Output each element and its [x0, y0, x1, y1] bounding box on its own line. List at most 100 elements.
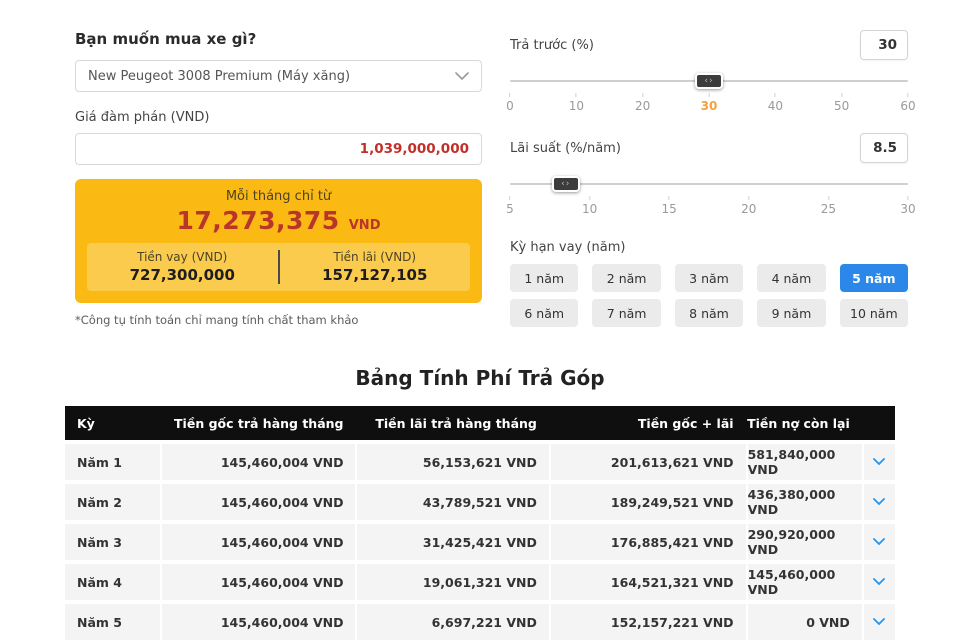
- row-interest: 56,153,621 VND: [355, 444, 548, 480]
- row-principal: 145,460,004 VND: [159, 564, 356, 600]
- row-remaining: 145,460,000 VND: [745, 564, 862, 600]
- scale-tick: 20: [635, 93, 650, 113]
- interest-rate-scale: 5 10 15 20 25 30: [506, 196, 915, 216]
- loan-term-label: Kỳ hạn vay (năm): [510, 240, 626, 255]
- scale-tick-active: 30: [701, 93, 718, 113]
- loan-amount-value: 727,300,000: [129, 266, 235, 284]
- row-total: 164,521,321 VND: [548, 564, 746, 600]
- row-remaining: 0 VND: [745, 604, 862, 640]
- slider-grip-icon: ‹›: [561, 178, 571, 189]
- table-row: Năm 5 145,460,004 VND 6,697,221 VND 152,…: [65, 604, 895, 640]
- row-principal: 145,460,004 VND: [159, 444, 356, 480]
- row-interest: 19,061,321 VND: [355, 564, 548, 600]
- down-payment-slider-handle[interactable]: ‹›: [695, 73, 723, 89]
- price-input[interactable]: [75, 133, 482, 165]
- table-row: Năm 4 145,460,004 VND 19,061,321 VND 164…: [65, 564, 895, 600]
- term-button-9nam[interactable]: 9 năm: [757, 299, 826, 327]
- table-row: Năm 1 145,460,004 VND 56,153,621 VND 201…: [65, 444, 895, 480]
- loan-term-row-1: 1 năm 2 năm 3 năm 4 năm 5 năm: [510, 264, 909, 292]
- header-principal: Tiền gốc trả hàng tháng: [174, 415, 344, 431]
- row-period: Năm 1: [77, 454, 122, 470]
- interest-rate-label: Lãi suất (%/năm): [510, 140, 621, 156]
- row-principal: 145,460,004 VND: [159, 524, 356, 560]
- scale-tick: 10: [569, 93, 584, 113]
- scale-tick: 10: [582, 196, 597, 216]
- row-principal: 145,460,004 VND: [159, 484, 356, 520]
- scale-tick: 50: [834, 93, 849, 113]
- amortization-table-title: Bảng Tính Phí Trả Góp: [355, 366, 605, 390]
- header-spacer: [862, 406, 895, 440]
- down-payment-scale: 0 10 20 30 40 50 60: [506, 93, 915, 113]
- interest-rate-slider[interactable]: ‹›: [510, 176, 908, 192]
- table-row: Năm 2 145,460,004 VND 43,789,521 VND 189…: [65, 484, 895, 520]
- row-total: 201,613,621 VND: [548, 444, 746, 480]
- row-remaining: 581,840,000 VND: [745, 444, 862, 480]
- monthly-caption: Mỗi tháng chỉ từ: [225, 189, 332, 204]
- row-total: 189,249,521 VND: [548, 484, 746, 520]
- expand-row-icon[interactable]: [861, 604, 895, 640]
- loan-amount-cell: Tiền vay (VND) 727,300,000: [87, 250, 278, 284]
- row-total: 176,885,421 VND: [548, 524, 746, 560]
- loan-options-panel: Trả trước (%) ‹› 0 10 20 30 40 50 60 Lãi…: [506, 30, 916, 334]
- row-period: Năm 5: [77, 614, 122, 630]
- loan-interest-strip: Tiền vay (VND) 727,300,000 Tiền lãi (VND…: [87, 243, 470, 291]
- term-button-1nam[interactable]: 1 năm: [510, 264, 579, 292]
- row-period: Năm 4: [77, 574, 122, 590]
- vehicle-question-heading: Bạn muốn mua xe gì?: [75, 30, 257, 48]
- header-remaining: Tiền nợ còn lại: [747, 415, 850, 431]
- header-total: Tiền gốc + lãi: [637, 415, 734, 431]
- table-row: Năm 3 145,460,004 VND 31,425,421 VND 176…: [65, 524, 895, 560]
- header-interest: Tiền lãi trả hàng tháng: [375, 415, 537, 431]
- scale-tick: 30: [900, 196, 915, 216]
- expand-row-icon[interactable]: [861, 484, 895, 520]
- scale-tick: 5: [506, 196, 514, 216]
- interest-rate-slider-handle[interactable]: ‹›: [551, 176, 580, 192]
- row-period: Năm 2: [77, 494, 122, 510]
- table-header-row: Kỳ Tiền gốc trả hàng tháng Tiền lãi trả …: [65, 406, 895, 440]
- expand-row-icon[interactable]: [861, 564, 895, 600]
- chevron-down-icon: [455, 71, 469, 81]
- row-period: Năm 3: [77, 534, 122, 550]
- term-button-3nam[interactable]: 3 năm: [674, 264, 744, 292]
- row-interest: 31,425,421 VND: [355, 524, 548, 560]
- scale-tick: 40: [768, 93, 783, 113]
- vehicle-select[interactable]: New Peugeot 3008 Premium (Máy xăng): [75, 60, 482, 92]
- scale-tick: 20: [741, 196, 756, 216]
- loan-calculator: Bạn muốn mua xe gì? New Peugeot 3008 Pre…: [0, 0, 960, 334]
- monthly-amount: 17,273,375 VND: [87, 206, 470, 235]
- slider-grip-icon: ‹›: [704, 75, 714, 86]
- vehicle-panel: Bạn muốn mua xe gì? New Peugeot 3008 Pre…: [75, 30, 482, 334]
- down-payment-label: Trả trước (%): [510, 37, 594, 53]
- interest-rate-slider-track[interactable]: [510, 183, 908, 185]
- loan-term-row-2: 6 năm 7 năm 8 năm 9 năm 10 năm: [510, 299, 909, 327]
- expand-row-icon[interactable]: [861, 524, 895, 560]
- term-button-10nam[interactable]: 10 năm: [839, 299, 909, 327]
- down-payment-slider[interactable]: ‹›: [510, 73, 908, 89]
- term-button-7nam[interactable]: 7 năm: [592, 299, 661, 327]
- row-principal: 145,460,004 VND: [159, 604, 356, 640]
- row-interest: 6,697,221 VND: [355, 604, 548, 640]
- interest-amount-value: 157,127,105: [322, 266, 428, 284]
- term-button-8nam[interactable]: 8 năm: [674, 299, 744, 327]
- row-total: 152,157,221 VND: [548, 604, 746, 640]
- term-button-5nam-selected[interactable]: 5 năm: [839, 264, 909, 292]
- monthly-summary-box: Mỗi tháng chỉ từ 17,273,375 VND Tiền vay…: [75, 179, 482, 303]
- expand-row-icon[interactable]: [861, 444, 895, 480]
- down-payment-input[interactable]: [860, 30, 908, 60]
- term-button-2nam[interactable]: 2 năm: [592, 264, 661, 292]
- term-button-4nam[interactable]: 4 năm: [757, 264, 826, 292]
- interest-rate-input[interactable]: [860, 133, 908, 163]
- monthly-amount-value: 17,273,375: [176, 206, 340, 235]
- scale-tick: 25: [821, 196, 836, 216]
- row-interest: 43,789,521 VND: [355, 484, 548, 520]
- price-label: Giá đàm phán (VND): [75, 110, 210, 125]
- scale-tick: 15: [662, 196, 677, 216]
- interest-amount-cell: Tiền lãi (VND) 157,127,105: [280, 250, 471, 284]
- amortization-table: Kỳ Tiền gốc trả hàng tháng Tiền lãi trả …: [65, 406, 895, 640]
- vehicle-select-value: New Peugeot 3008 Premium (Máy xăng): [88, 68, 351, 84]
- disclaimer-note: *Công tụ tính toán chỉ mang tính chất th…: [75, 313, 359, 327]
- scale-tick: 0: [506, 93, 514, 113]
- term-button-6nam[interactable]: 6 năm: [510, 299, 579, 327]
- loan-amount-label: Tiền vay (VND): [137, 250, 228, 264]
- vertical-divider: [277, 250, 280, 284]
